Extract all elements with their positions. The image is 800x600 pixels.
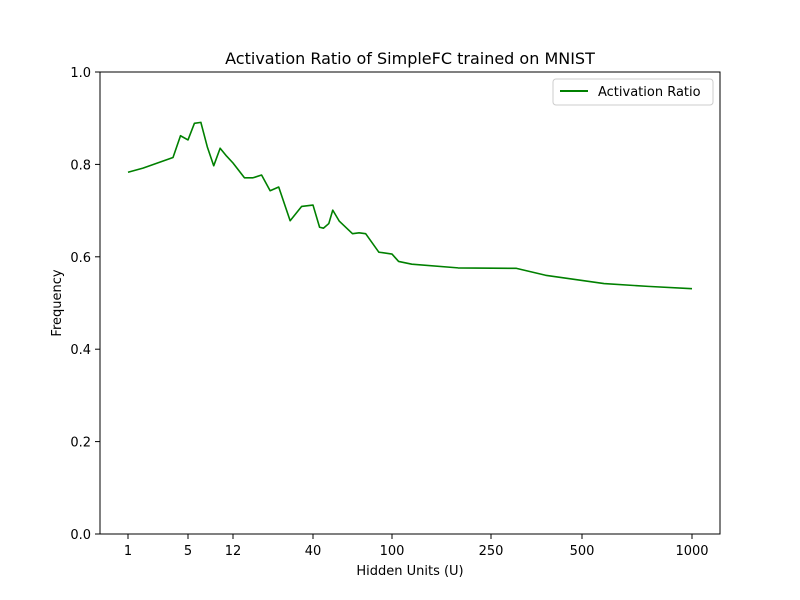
x-tick-label: 1000 — [675, 544, 708, 559]
y-axis: 0.0 0.2 0.4 0.6 0.8 1.0 — [70, 66, 100, 543]
series-layer — [127, 121, 693, 290]
x-axis-label: Hidden Units (U) — [356, 564, 463, 579]
y-tick-label: 0.2 — [70, 436, 91, 451]
x-tick-label: 40 — [305, 544, 322, 559]
y-tick-label: 0.6 — [70, 251, 91, 266]
series-line-activation-ratio — [127, 121, 693, 290]
legend-box — [552, 78, 714, 106]
x-tick-label: 5 — [184, 544, 192, 559]
y-tick-label: 0.8 — [70, 158, 91, 173]
legend-entry-activation-ratio: Activation Ratio — [598, 85, 701, 100]
x-tick-label: 500 — [570, 544, 595, 559]
x-tick-label: 100 — [380, 544, 405, 559]
x-tick-label: 12 — [225, 544, 242, 559]
y-tick-label: 1.0 — [70, 66, 91, 81]
legend: Activation Ratio — [552, 78, 714, 106]
y-tick-label: 0.0 — [70, 528, 91, 543]
plot-area-frame — [99, 71, 721, 535]
x-tick-label: 1 — [124, 544, 132, 559]
x-tick-label: 250 — [479, 544, 504, 559]
y-tick-label: 0.4 — [70, 343, 91, 358]
chart-title: Activation Ratio of SimpleFC trained on … — [225, 49, 595, 68]
y-axis-label: Frequency — [50, 269, 65, 336]
x-axis: 1 5 12 40 100 250 500 1000 — [124, 534, 709, 559]
